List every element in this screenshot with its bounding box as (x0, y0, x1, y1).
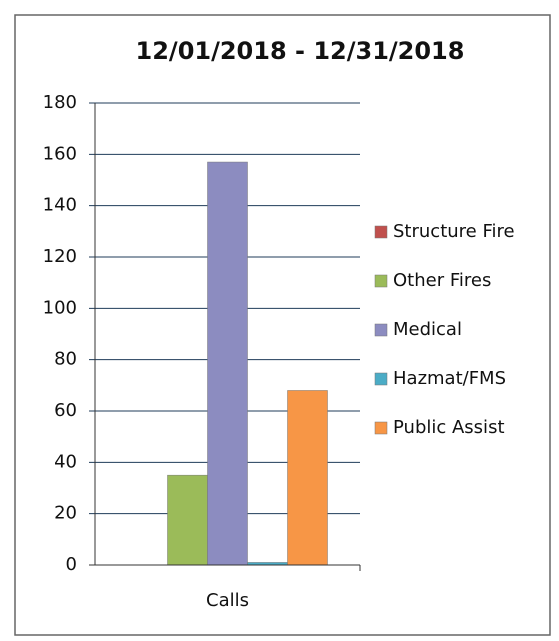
legend-label: Structure Fire (393, 221, 515, 242)
bar (207, 161, 248, 566)
legend-swatch (374, 274, 388, 288)
legend-label: Public Assist (393, 417, 505, 438)
legend-swatch (374, 323, 388, 337)
y-tick-label: 20 (54, 503, 77, 524)
chart-title: 12/01/2018 - 12/31/2018 (136, 37, 465, 65)
legend-swatch (374, 225, 388, 239)
x-tick-label: Calls (206, 590, 249, 611)
legend-label: Medical (393, 319, 462, 340)
y-tick-label: 80 (54, 349, 77, 370)
y-tick-label: 40 (54, 451, 77, 472)
legend-swatch (374, 421, 388, 435)
y-tick-label: 180 (43, 92, 77, 113)
y-tick-label: 160 (43, 143, 77, 164)
bar (287, 390, 328, 566)
legend-label: Other Fires (393, 270, 491, 291)
legend-swatch (374, 372, 388, 386)
y-tick-label: 0 (66, 554, 77, 575)
y-tick-label: 140 (43, 195, 77, 216)
chart-frame (14, 14, 551, 636)
bar (167, 474, 208, 566)
y-tick-label: 60 (54, 400, 77, 421)
legend-label: Hazmat/FMS (393, 368, 506, 389)
y-tick-label: 100 (43, 297, 77, 318)
y-tick-label: 120 (43, 246, 77, 267)
